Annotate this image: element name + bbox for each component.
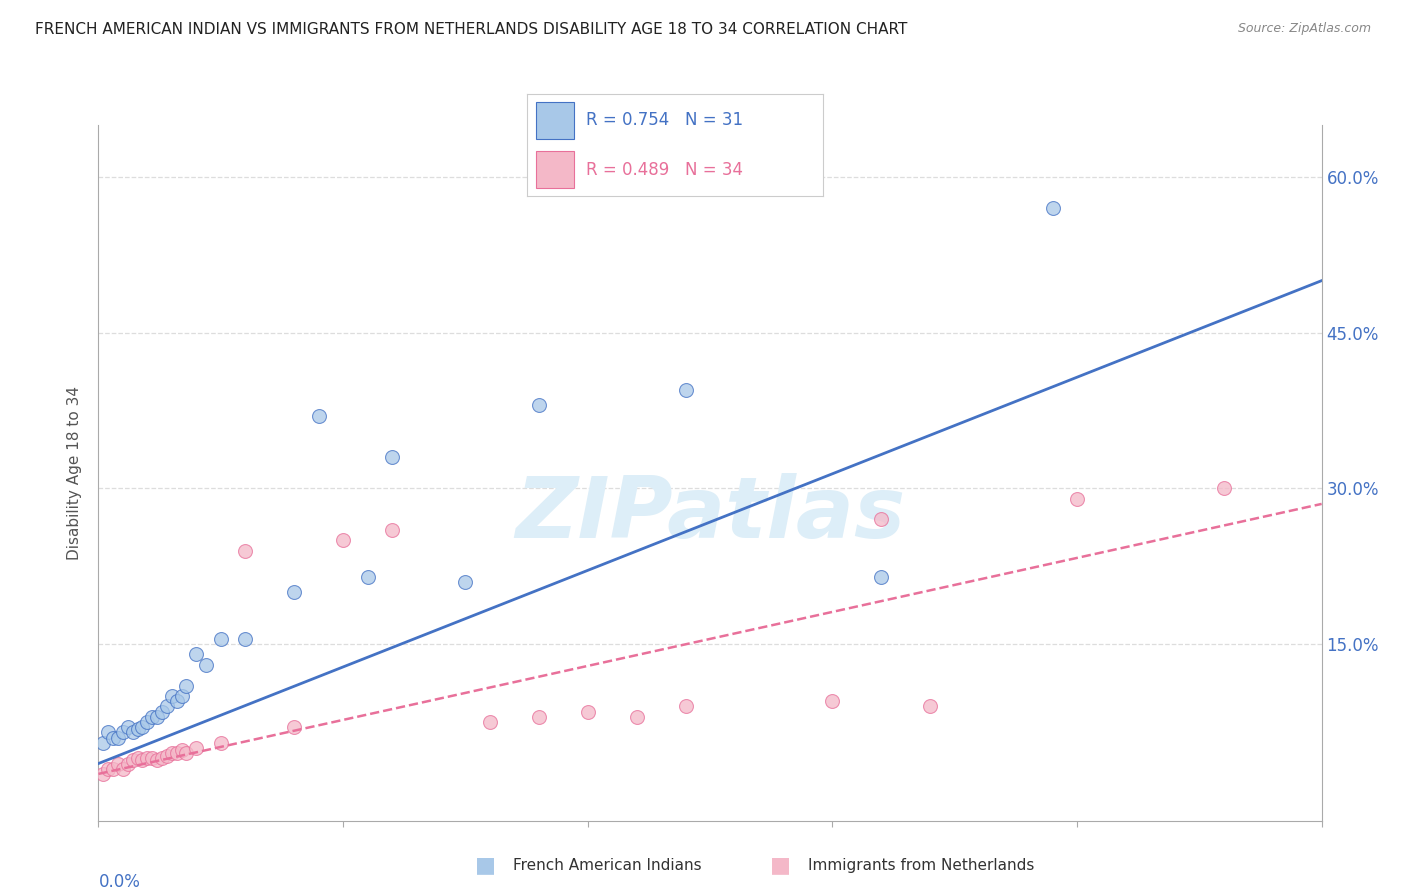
Point [527, 710, 550, 724]
Point [920, 699, 942, 714]
Bar [536, 151, 575, 188]
Point [156, 699, 179, 714]
Point [626, 710, 648, 724]
Point [136, 714, 159, 729]
Text: R = 0.754   N = 31: R = 0.754 N = 31 [586, 112, 744, 129]
Point [186, 741, 208, 756]
Text: ZIPatlas: ZIPatlas [515, 473, 905, 556]
Point [356, 569, 378, 583]
Point [131, 720, 153, 734]
Point [195, 657, 218, 672]
Point [283, 720, 305, 734]
Point [127, 723, 149, 737]
Point [675, 699, 697, 714]
Point [675, 383, 697, 397]
Point [91, 767, 114, 781]
Point [166, 746, 188, 760]
Point [332, 533, 354, 548]
Point [381, 450, 404, 465]
Point [160, 746, 183, 760]
Text: Source: ZipAtlas.com: Source: ZipAtlas.com [1237, 22, 1371, 36]
Point [527, 398, 550, 412]
Point [381, 523, 404, 537]
Point [150, 751, 173, 765]
Point [150, 705, 173, 719]
Text: ■: ■ [475, 855, 495, 875]
Point [1066, 491, 1088, 506]
Point [166, 694, 188, 708]
Text: 0.0%: 0.0% [98, 872, 141, 891]
Point [141, 710, 163, 724]
Point [821, 694, 844, 708]
Point [870, 512, 893, 526]
Text: FRENCH AMERICAN INDIAN VS IMMIGRANTS FROM NETHERLANDS DISABILITY AGE 18 TO 34 CO: FRENCH AMERICAN INDIAN VS IMMIGRANTS FRO… [35, 22, 907, 37]
Point [233, 543, 256, 558]
Point [170, 743, 193, 757]
Text: French American Indians: French American Indians [513, 858, 702, 872]
Point [136, 751, 159, 765]
Bar [536, 102, 575, 139]
Text: R = 0.489   N = 34: R = 0.489 N = 34 [586, 161, 744, 178]
Point [146, 710, 169, 724]
Point [156, 749, 179, 764]
Point [121, 725, 143, 739]
Point [454, 574, 477, 589]
Text: Immigrants from Netherlands: Immigrants from Netherlands [808, 858, 1035, 872]
Point [209, 632, 232, 646]
Point [97, 725, 120, 739]
Point [107, 756, 129, 771]
Point [308, 409, 330, 423]
Point [283, 585, 305, 599]
Point [1042, 201, 1064, 215]
Point [233, 632, 256, 646]
Text: ■: ■ [770, 855, 790, 875]
Point [209, 736, 232, 750]
Point [111, 762, 134, 776]
Point [160, 689, 183, 703]
Point [141, 751, 163, 765]
Point [576, 705, 599, 719]
Point [117, 720, 139, 734]
Point [186, 648, 208, 662]
Point [1212, 481, 1234, 495]
Y-axis label: Disability Age 18 to 34: Disability Age 18 to 34 [67, 385, 83, 560]
Point [170, 689, 193, 703]
Point [117, 756, 139, 771]
Point [101, 731, 124, 745]
Point [91, 736, 114, 750]
Point [870, 569, 893, 583]
Point [127, 751, 149, 765]
Point [478, 714, 501, 729]
Point [107, 731, 129, 745]
Point [97, 762, 120, 776]
Point [176, 679, 198, 693]
Point [146, 753, 169, 767]
Point [101, 762, 124, 776]
Point [111, 725, 134, 739]
Point [176, 746, 198, 760]
Point [131, 753, 153, 767]
Point [121, 753, 143, 767]
